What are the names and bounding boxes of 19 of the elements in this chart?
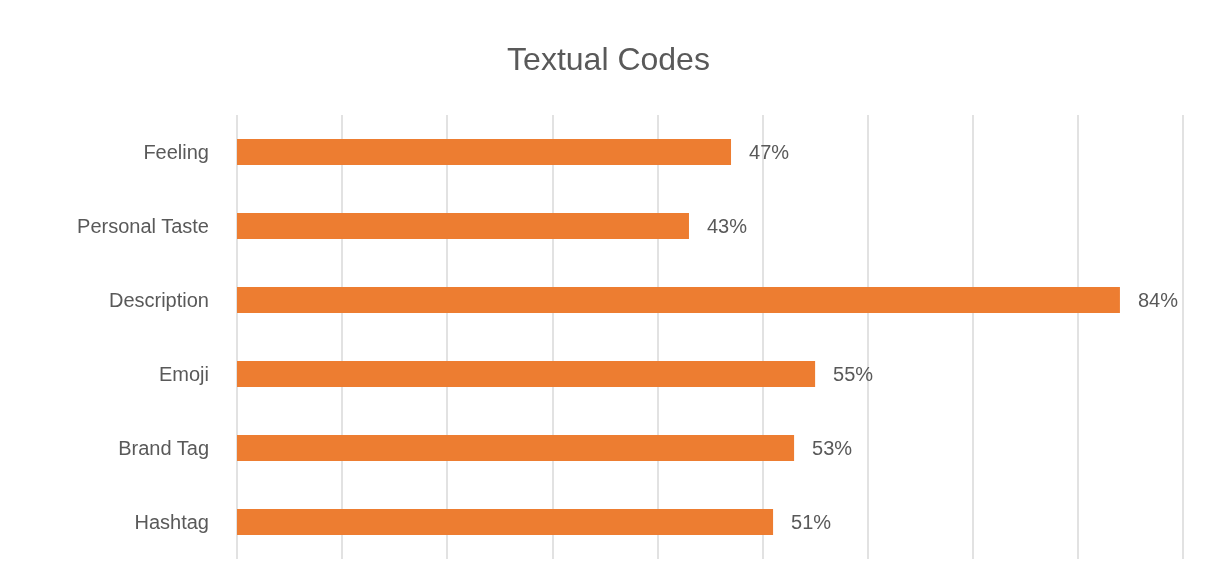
y-tick-label: Brand Tag: [118, 437, 209, 459]
bar: [237, 435, 795, 461]
y-tick-label: Feeling: [143, 141, 209, 163]
bar: [237, 213, 689, 239]
data-label: 53%: [812, 437, 853, 459]
data-label: 55%: [833, 363, 874, 385]
y-tick-label: Emoji: [158, 363, 209, 385]
bar: [237, 361, 816, 387]
data-label: 43%: [706, 215, 748, 237]
data-label: 84%: [1137, 289, 1179, 311]
data-label: 47%: [749, 141, 790, 163]
bar: [237, 509, 774, 535]
y-tick-label: Hashtag: [134, 511, 209, 533]
data-label: 51%: [791, 511, 832, 533]
y-tick-label: Description: [108, 289, 209, 311]
bar: [237, 139, 732, 165]
y-tick-label: Personal Taste: [77, 215, 209, 237]
chart-title: Textual Codes: [507, 41, 710, 77]
bar: [237, 287, 1120, 313]
